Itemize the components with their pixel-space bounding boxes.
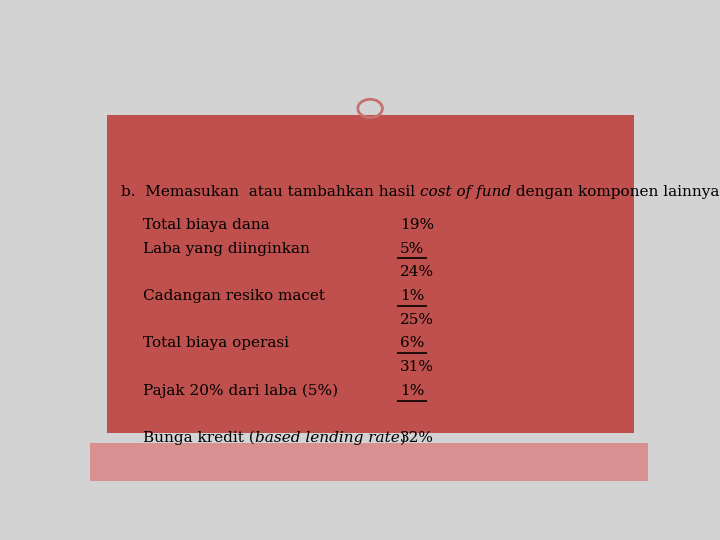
Text: Total biaya dana: Total biaya dana bbox=[143, 218, 270, 232]
Text: Total biaya operasi: Total biaya operasi bbox=[143, 336, 289, 350]
Text: Pajak 20% dari laba (5%): Pajak 20% dari laba (5%) bbox=[143, 383, 338, 398]
FancyBboxPatch shape bbox=[90, 443, 648, 481]
Text: based lending rate: based lending rate bbox=[255, 431, 400, 445]
Text: 1%: 1% bbox=[400, 384, 424, 398]
Text: 32%: 32% bbox=[400, 431, 433, 445]
Text: Laba yang diinginkan: Laba yang diinginkan bbox=[143, 241, 310, 255]
Text: Cadangan resiko macet: Cadangan resiko macet bbox=[143, 289, 325, 303]
Text: 19%: 19% bbox=[400, 218, 434, 232]
Text: 24%: 24% bbox=[400, 265, 434, 279]
Text: b.  Memasukan  atau tambahkan hasil: b. Memasukan atau tambahkan hasil bbox=[121, 185, 420, 199]
Text: dengan komponen lainnya:: dengan komponen lainnya: bbox=[511, 185, 720, 199]
Text: 1%: 1% bbox=[400, 289, 424, 303]
Text: 25%: 25% bbox=[400, 313, 433, 327]
Text: 6%: 6% bbox=[400, 336, 424, 350]
Text: Bunga kredit (: Bunga kredit ( bbox=[143, 431, 255, 445]
Text: 31%: 31% bbox=[400, 360, 433, 374]
Text: 5%: 5% bbox=[400, 241, 424, 255]
Text: ): ) bbox=[400, 431, 405, 445]
FancyBboxPatch shape bbox=[107, 114, 634, 433]
Text: cost of fund: cost of fund bbox=[420, 185, 511, 199]
